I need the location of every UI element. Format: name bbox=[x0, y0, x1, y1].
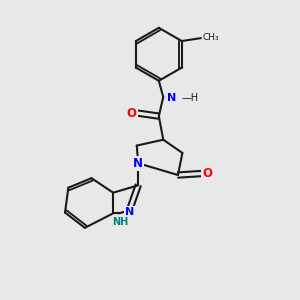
Text: N: N bbox=[167, 94, 177, 103]
Text: —H: —H bbox=[182, 94, 199, 103]
Text: CH₃: CH₃ bbox=[202, 33, 219, 42]
Text: O: O bbox=[202, 167, 212, 180]
Text: NH: NH bbox=[112, 217, 129, 226]
Text: O: O bbox=[127, 107, 137, 120]
Text: N: N bbox=[133, 157, 143, 170]
Text: N: N bbox=[125, 207, 135, 217]
